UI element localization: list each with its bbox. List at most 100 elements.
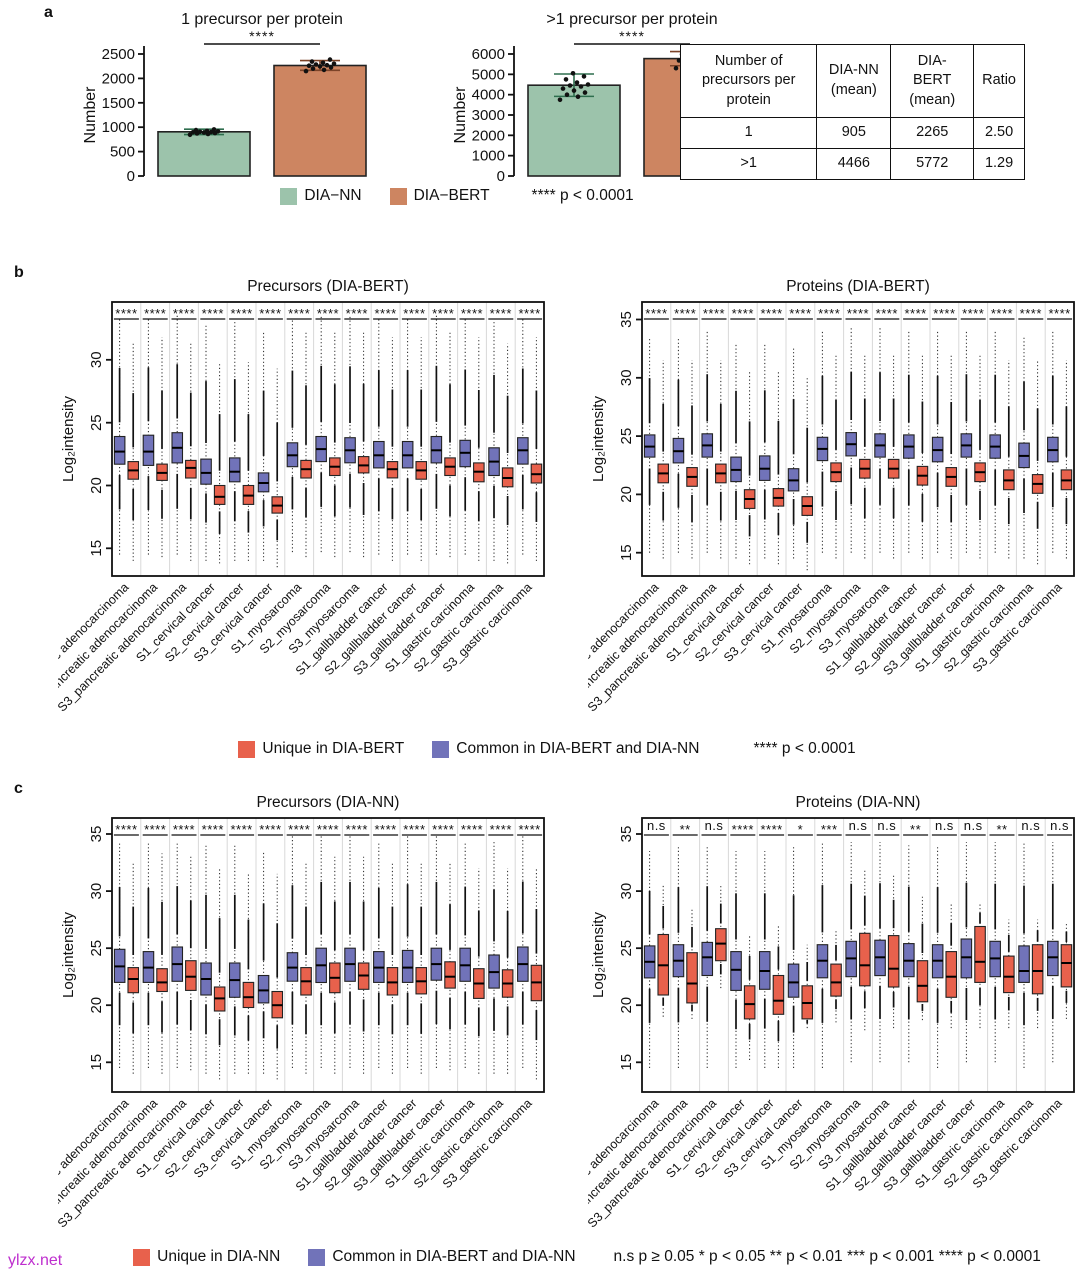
svg-text:****: **** [115, 822, 137, 837]
table-header-cell: Ratio [973, 44, 1025, 118]
svg-text:1500: 1500 [102, 95, 135, 112]
svg-text:Proteins (DIA-BERT): Proteins (DIA-BERT) [786, 278, 930, 295]
legend-label: Common in DIA-BERT and DIA-NN [332, 1248, 576, 1265]
svg-text:****: **** [760, 822, 782, 837]
svg-text:1000: 1000 [472, 148, 505, 165]
svg-text:Log₂intensity: Log₂intensity [590, 912, 607, 998]
proteins-dia-nn-boxplot: Proteins (DIA-NN) Log₂intensity 15 20 25 30 35… [527, 792, 1080, 1285]
svg-text:****: **** [962, 306, 984, 321]
svg-text:25: 25 [88, 414, 105, 431]
panel-c-legend: Unique in DIA-NN Common in DIA-BERT and … [80, 1248, 1080, 1266]
svg-text:3000: 3000 [472, 107, 505, 124]
svg-text:****: **** [259, 306, 281, 321]
legend-item-dia-nn: DIA−NN [280, 187, 362, 205]
svg-text:****: **** [904, 306, 926, 321]
svg-text:n.s: n.s [705, 818, 724, 833]
bar-chart-1-precursor: 1 precursor per protein **** 0 500 1000 1500 2… [78, 4, 388, 195]
dia-nn-swatch-icon [280, 187, 298, 205]
table-cell: 4466 [816, 148, 892, 180]
svg-text:****: **** [144, 822, 166, 837]
table-header-cell: DIA-BERT (mean) [890, 44, 975, 118]
svg-text:****: **** [230, 306, 252, 321]
svg-text:****: **** [461, 306, 483, 321]
watermark: ylzx.net [8, 1252, 63, 1269]
panel-b-label: b [14, 264, 24, 281]
svg-text:****: **** [374, 306, 396, 321]
precursors-dia-bert-boxplot: Precursors (DIA-BERT) Log₂intensity 15 20 25… [0, 276, 550, 791]
svg-text:****: **** [732, 822, 754, 837]
legend-label: Unique in DIA-NN [157, 1248, 281, 1265]
svg-text:****: **** [346, 822, 368, 837]
svg-text:Number: Number [82, 86, 99, 144]
svg-text:****: **** [818, 306, 840, 321]
svg-text:**: ** [680, 822, 691, 837]
table-cell: 1.29 [973, 148, 1025, 180]
svg-text:****: **** [847, 306, 869, 321]
legend-item-dia-bert: DIA−BERT [389, 187, 490, 205]
svg-text:****: **** [259, 822, 281, 837]
legend-item-unique-dia-bert: Unique in DIA-BERT [238, 740, 404, 758]
common-swatch-icon [308, 1248, 326, 1266]
svg-text:****: **** [619, 28, 645, 44]
table-cell: 2.50 [973, 117, 1025, 149]
table-header-cell: Number of precursors per protein [679, 44, 818, 118]
svg-text:n.s: n.s [1050, 818, 1069, 833]
dia-bert-swatch-icon [389, 187, 407, 205]
svg-text:****: **** [732, 306, 754, 321]
svg-text:****: **** [317, 822, 339, 837]
stat-table: Number of precursors per protein DIA-NN (… [679, 44, 1025, 180]
svg-text:1 precursor per protein: 1 precursor per protein [181, 11, 343, 28]
svg-text:****: **** [789, 306, 811, 321]
svg-text:n.s: n.s [935, 818, 954, 833]
svg-text:****: **** [403, 822, 425, 837]
svg-text:0: 0 [497, 168, 505, 185]
common-swatch-icon [432, 740, 450, 758]
panel-a-sig-note: **** p < 0.0001 [531, 187, 634, 204]
svg-text:****: **** [490, 822, 512, 837]
svg-text:30: 30 [618, 369, 635, 386]
legend-item-common: Common in DIA-BERT and DIA-NN [432, 740, 699, 758]
precursors-dia-nn-boxplot: Precursors (DIA-NN) Log₂intensity 15 20 25 30… [0, 792, 550, 1285]
svg-text:****: **** [876, 306, 898, 321]
svg-text:****: **** [230, 822, 252, 837]
svg-text:****: **** [346, 306, 368, 321]
svg-text:n.s: n.s [647, 818, 666, 833]
svg-text:****: **** [991, 306, 1013, 321]
svg-text:30: 30 [88, 351, 105, 368]
panel-b-sig-note: **** p < 0.0001 [753, 740, 856, 757]
svg-text:**: ** [910, 822, 921, 837]
svg-text:****: **** [173, 306, 195, 321]
svg-text:****: **** [760, 306, 782, 321]
svg-text:****: **** [115, 306, 137, 321]
legend-label: Common in DIA-BERT and DIA-NN [456, 740, 700, 757]
panel-a-label: a [44, 4, 53, 21]
svg-text:****: **** [403, 306, 425, 321]
svg-text:****: **** [249, 28, 275, 44]
proteins-dia-bert-boxplot: Proteins (DIA-BERT) Log₂intensity 15 20 25 30… [527, 276, 1080, 791]
svg-text:20: 20 [88, 997, 105, 1014]
legend-label: DIA−NN [304, 187, 362, 204]
svg-text:Log₂intensity: Log₂intensity [60, 396, 77, 482]
svg-text:**: ** [996, 822, 1007, 837]
panel-b-legend: Unique in DIA-BERT Common in DIA-BERT an… [0, 740, 1080, 758]
svg-text:30: 30 [88, 883, 105, 900]
svg-text:2000: 2000 [102, 70, 135, 87]
svg-text:15: 15 [88, 1054, 105, 1071]
svg-text:****: **** [317, 306, 339, 321]
svg-text:****: **** [490, 306, 512, 321]
svg-text:****: **** [202, 306, 224, 321]
svg-text:****: **** [645, 306, 667, 321]
svg-text:15: 15 [618, 544, 635, 561]
svg-text:2500: 2500 [102, 46, 135, 63]
svg-text:****: **** [933, 306, 955, 321]
svg-text:Log₂intensity: Log₂intensity [60, 912, 77, 998]
svg-text:****: **** [288, 822, 310, 837]
svg-text:15: 15 [88, 540, 105, 557]
panel-c-sig-note: n.s p ≥ 0.05 * p < 0.05 ** p < 0.01 *** … [613, 1248, 1041, 1265]
svg-text:6000: 6000 [472, 46, 505, 63]
table-row: >1 4466 5772 1.29 [679, 148, 1025, 180]
svg-text:1000: 1000 [102, 119, 135, 136]
svg-text:****: **** [1020, 306, 1042, 321]
table-cell: 1 [679, 117, 818, 149]
